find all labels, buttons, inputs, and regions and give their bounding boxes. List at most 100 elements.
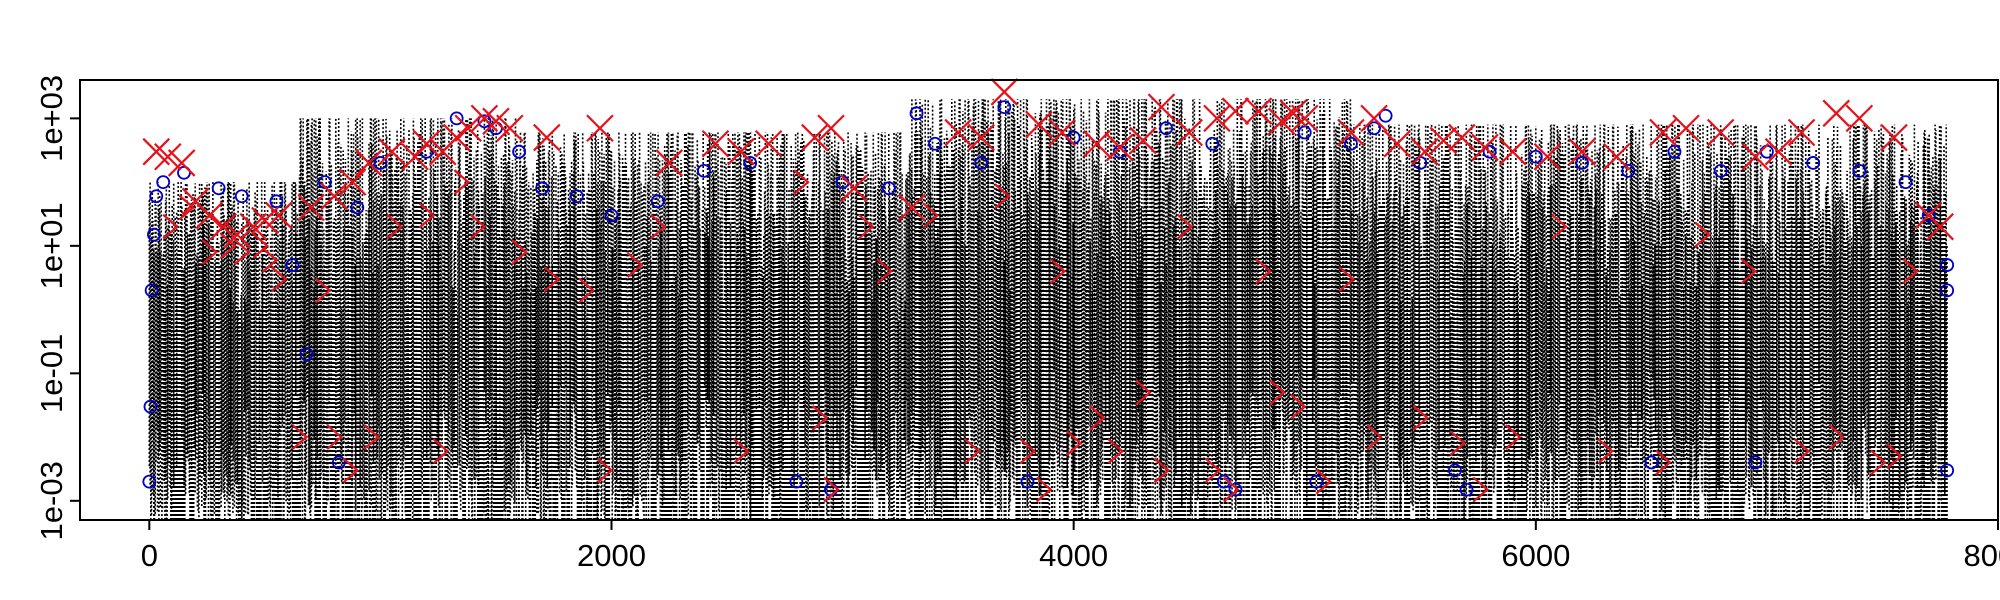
cross-marker bbox=[338, 168, 367, 196]
chevron-marker bbox=[876, 258, 893, 285]
circle-marker bbox=[477, 114, 492, 129]
cross-marker bbox=[1822, 99, 1851, 128]
cross-marker bbox=[1203, 104, 1231, 133]
circle-marker bbox=[881, 181, 896, 196]
cross-marker bbox=[727, 137, 755, 166]
circle-marker bbox=[1528, 149, 1543, 164]
chevron-marker bbox=[793, 169, 810, 195]
chevron-marker bbox=[1035, 476, 1053, 503]
cross-marker bbox=[1106, 133, 1134, 162]
circle-marker bbox=[1940, 258, 1955, 272]
x-tick-label: 2000 bbox=[577, 538, 646, 573]
circle-marker bbox=[144, 283, 159, 298]
circle-marker bbox=[1806, 156, 1821, 170]
chevron-marker bbox=[811, 405, 829, 431]
circle-marker bbox=[1852, 163, 1867, 178]
circle-marker bbox=[1748, 455, 1763, 470]
cross-marker bbox=[355, 149, 383, 177]
cross-marker bbox=[801, 123, 829, 152]
chevron-marker bbox=[1472, 476, 1490, 503]
cross-marker bbox=[1533, 142, 1562, 171]
circle-marker bbox=[909, 106, 924, 121]
cross-marker bbox=[817, 114, 845, 143]
chevron-marker bbox=[1290, 393, 1307, 420]
cross-marker bbox=[142, 137, 171, 166]
chevron-marker bbox=[1740, 258, 1758, 285]
chevron-marker bbox=[1597, 438, 1614, 465]
series-segment-3 bbox=[911, 99, 1352, 520]
cross-marker bbox=[251, 206, 279, 235]
circle-marker bbox=[1713, 163, 1728, 178]
chevron-marker bbox=[1255, 258, 1272, 285]
chevron-marker bbox=[1902, 258, 1919, 285]
chevron-marker bbox=[1204, 457, 1222, 484]
circle-marker bbox=[211, 181, 226, 196]
cross-marker bbox=[1411, 137, 1439, 166]
chevron-marker bbox=[578, 277, 595, 304]
chevron-marker bbox=[432, 438, 450, 465]
chevron-marker bbox=[1828, 424, 1845, 450]
circle-marker bbox=[604, 208, 619, 223]
chevron-marker-layer bbox=[162, 169, 1919, 503]
circle-marker bbox=[974, 156, 989, 170]
circle-marker-layer bbox=[142, 100, 1955, 497]
circle-marker bbox=[449, 111, 464, 126]
chevron-marker bbox=[1223, 476, 1240, 503]
cross-marker bbox=[264, 201, 293, 230]
chevron-marker bbox=[1655, 449, 1672, 476]
cross-marker bbox=[167, 149, 196, 177]
cross-marker bbox=[1244, 97, 1273, 125]
circle-marker bbox=[1760, 144, 1774, 159]
chevron-marker bbox=[964, 438, 981, 465]
circle-marker bbox=[147, 227, 161, 242]
circle-marker bbox=[1378, 108, 1393, 123]
chevron-marker bbox=[994, 183, 1011, 210]
y-tick-label: 1e-03 bbox=[34, 461, 69, 540]
x-tick-label: 0 bbox=[141, 538, 158, 573]
cross-marker bbox=[533, 123, 561, 152]
circle-marker bbox=[143, 399, 158, 414]
chevron-marker bbox=[386, 213, 403, 240]
cross-marker bbox=[209, 212, 238, 241]
cross-marker bbox=[1267, 107, 1296, 136]
circle-marker bbox=[142, 474, 157, 489]
circle-marker bbox=[1667, 144, 1682, 159]
cross-marker bbox=[701, 129, 730, 158]
chevron-marker bbox=[649, 213, 667, 240]
chevron-marker bbox=[596, 457, 614, 484]
circle-marker bbox=[997, 100, 1012, 115]
cross-marker bbox=[1337, 118, 1365, 147]
chevron-marker bbox=[857, 213, 875, 240]
chevron-marker bbox=[291, 424, 309, 450]
circle-marker bbox=[1344, 136, 1358, 151]
cross-marker bbox=[1926, 212, 1955, 241]
cross-marker bbox=[840, 174, 868, 203]
circle-marker bbox=[650, 194, 665, 209]
circle-marker bbox=[269, 194, 284, 209]
cross-marker bbox=[154, 142, 182, 171]
chevron-marker bbox=[1089, 405, 1106, 431]
chevron-marker bbox=[1338, 266, 1356, 293]
y-axis: 1e-03 1e-01 1e+01 1e+03 bbox=[34, 75, 80, 540]
cross-marker bbox=[1290, 104, 1319, 133]
chevron-marker bbox=[1065, 430, 1083, 457]
cross-marker bbox=[1845, 104, 1874, 133]
y-tick-label: 1e-01 bbox=[34, 334, 69, 413]
circle-marker bbox=[373, 156, 388, 170]
circle-marker bbox=[535, 181, 550, 196]
chevron-marker bbox=[220, 233, 237, 259]
circle-marker bbox=[1940, 283, 1955, 298]
chevron-marker bbox=[823, 476, 840, 503]
circle-marker bbox=[697, 163, 711, 178]
cross-marker bbox=[1602, 142, 1631, 171]
circle-marker bbox=[1898, 175, 1913, 190]
circle-marker bbox=[1228, 482, 1243, 497]
chevron-marker bbox=[234, 239, 251, 265]
chevron-marker bbox=[1694, 221, 1711, 248]
circle-marker bbox=[569, 189, 584, 204]
x-tick-label: 4000 bbox=[1039, 538, 1108, 573]
chevron-marker bbox=[1412, 405, 1429, 431]
chevron-marker bbox=[314, 277, 332, 304]
series-segment-2 bbox=[518, 132, 913, 520]
